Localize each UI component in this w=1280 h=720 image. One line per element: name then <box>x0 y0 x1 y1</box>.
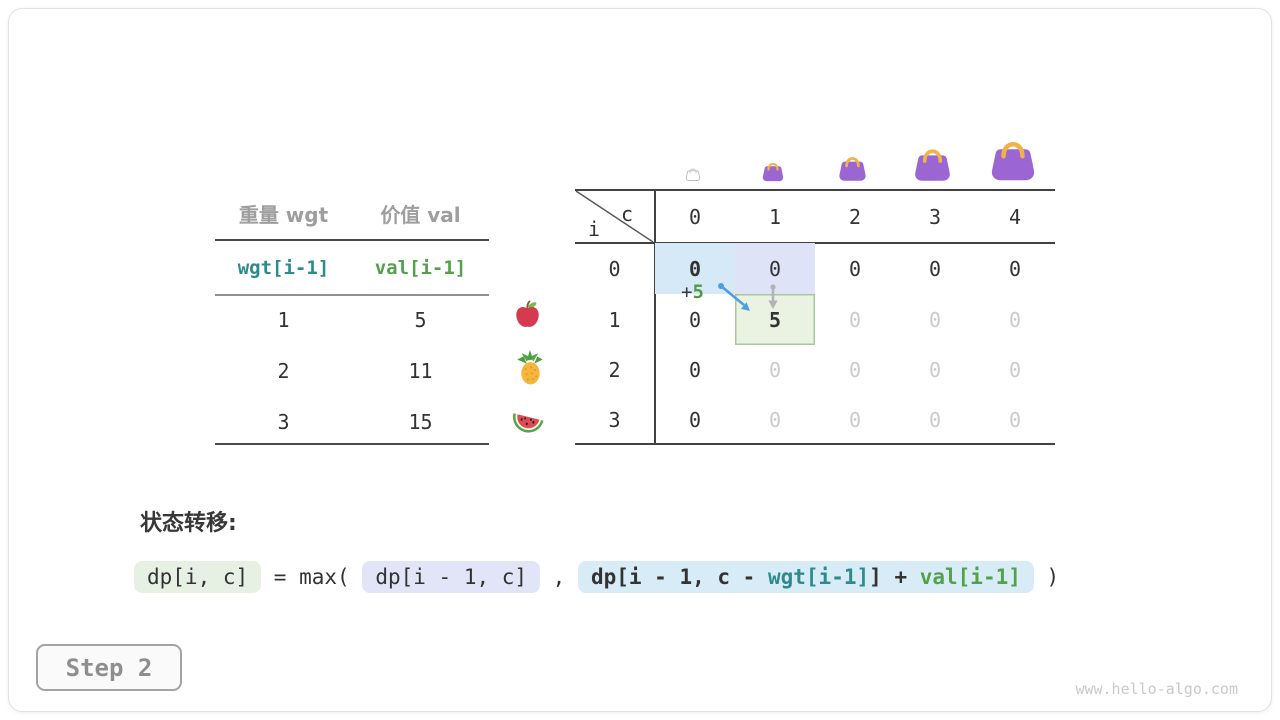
bag-empty-icon <box>685 168 701 181</box>
bag-size-2-icon <box>839 157 866 181</box>
pineapple-icon <box>517 350 543 385</box>
dp-cell-0-1: 0 <box>735 243 815 294</box>
dp-table-bottom-rule <box>575 443 1055 445</box>
bag-size-4-icon <box>991 142 1035 181</box>
dp-cell-3-2: 0 <box>848 408 862 432</box>
formula-separator: , <box>540 565 578 589</box>
dp-col-header-0: 0 <box>688 205 702 229</box>
wgt-index-label: wgt[i-1] <box>237 257 330 279</box>
dp-col-variable: c <box>621 202 634 226</box>
dp-cell-3-4: 0 <box>1008 408 1022 432</box>
items-table-index-row: wgt[i-1] val[i-1] <box>215 255 489 281</box>
dp-cell-2-2: 0 <box>848 358 862 382</box>
dp-cell-2-1: 0 <box>768 358 782 382</box>
dp-col-header-1: 1 <box>768 205 782 229</box>
dp-row-header-2: 2 <box>608 358 621 382</box>
add-value-annotation: +5 <box>681 281 704 303</box>
weight-column-header: 重量 wgt <box>238 202 329 227</box>
formula-wgt-term: wgt[i-1] <box>767 565 870 589</box>
bag-size-1-icon <box>762 162 784 182</box>
step-badge: Step 2 <box>36 644 182 691</box>
val-index-label: val[i-1] <box>374 257 467 279</box>
value-column-header: 价值 val <box>380 202 461 227</box>
items-table-top-rule <box>215 239 489 241</box>
formula-lhs: dp[i, c] <box>134 561 262 593</box>
dp-column-headers: 0 1 2 3 4 <box>655 195 1055 239</box>
dp-cell-3-0: 0 <box>688 408 702 432</box>
dp-cell-3-3: 0 <box>928 408 942 432</box>
dp-cell-1-2: 0 <box>848 307 862 332</box>
watermark: www.hello-algo.com <box>1075 680 1238 698</box>
dp-row-header-0: 0 <box>608 256 621 281</box>
dp-table-top-rule <box>575 189 1055 191</box>
dp-row-headers: 0 1 2 3 <box>575 243 654 445</box>
apple-icon <box>516 300 539 327</box>
dp-cell-0-2: 0 <box>848 256 862 281</box>
items-table-header: 重量 wgt 价值 val <box>215 200 489 227</box>
dp-cell-0-3: 0 <box>928 256 942 281</box>
dp-col-header-2: 2 <box>848 205 862 229</box>
dp-col-header-3: 3 <box>928 205 942 229</box>
state-transition-formula: dp[i, c] = max( dp[i - 1, c] , dp[i - 1,… <box>134 561 1059 593</box>
transition-title: 状态转移: <box>140 511 237 536</box>
dp-cell-1-4: 0 <box>1008 307 1022 332</box>
items-table-row-2: 2 11 <box>277 359 433 383</box>
slide-frame <box>8 8 1272 712</box>
bag-size-3-icon <box>915 149 950 181</box>
formula-val-term: val[i-1] <box>919 565 1021 589</box>
dp-row-header-1: 1 <box>608 307 621 332</box>
dp-cell-3-1: 0 <box>768 408 782 432</box>
dp-row-variable: i <box>588 217 601 241</box>
dp-col-header-4: 4 <box>1008 205 1022 229</box>
dp-cell-2-0: 0 <box>688 358 702 382</box>
dp-cell-2-4: 0 <box>1008 358 1022 382</box>
dp-row-header-3: 3 <box>608 408 621 432</box>
formula-option-take: dp[i - 1, c - wgt[i-1]] + val[i-1] <box>577 561 1034 593</box>
formula-equals-max: = max( <box>261 565 363 589</box>
dp-table-header-rule <box>575 242 1055 244</box>
formula-close-paren: ) <box>1033 565 1060 589</box>
dp-cell-1-1: 5 <box>735 294 815 345</box>
dp-cell-0-4: 0 <box>1008 256 1022 281</box>
watermelon-icon <box>512 413 544 433</box>
dp-cell-1-3: 0 <box>928 307 942 332</box>
dp-cell-1-0: 0 <box>688 307 702 332</box>
items-table-mid-rule <box>215 294 489 296</box>
dp-table-vertical-rule <box>654 189 656 445</box>
dp-cell-2-3: 0 <box>928 358 942 382</box>
items-table-bottom-rule <box>215 443 489 445</box>
formula-option-keep: dp[i - 1, c] <box>362 561 541 593</box>
items-table-row-3: 3 15 <box>277 410 433 434</box>
